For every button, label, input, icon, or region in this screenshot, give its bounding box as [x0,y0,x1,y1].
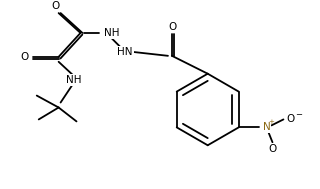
Text: HN: HN [117,47,133,57]
Text: O: O [169,22,177,32]
Text: O: O [21,52,29,62]
Text: NH: NH [104,28,119,38]
Text: O: O [52,1,60,11]
Text: +: + [268,119,275,125]
Text: N: N [263,122,270,132]
Text: −: − [295,110,302,119]
Text: NH: NH [66,75,81,85]
Text: O: O [268,144,276,154]
Text: O: O [286,114,294,124]
